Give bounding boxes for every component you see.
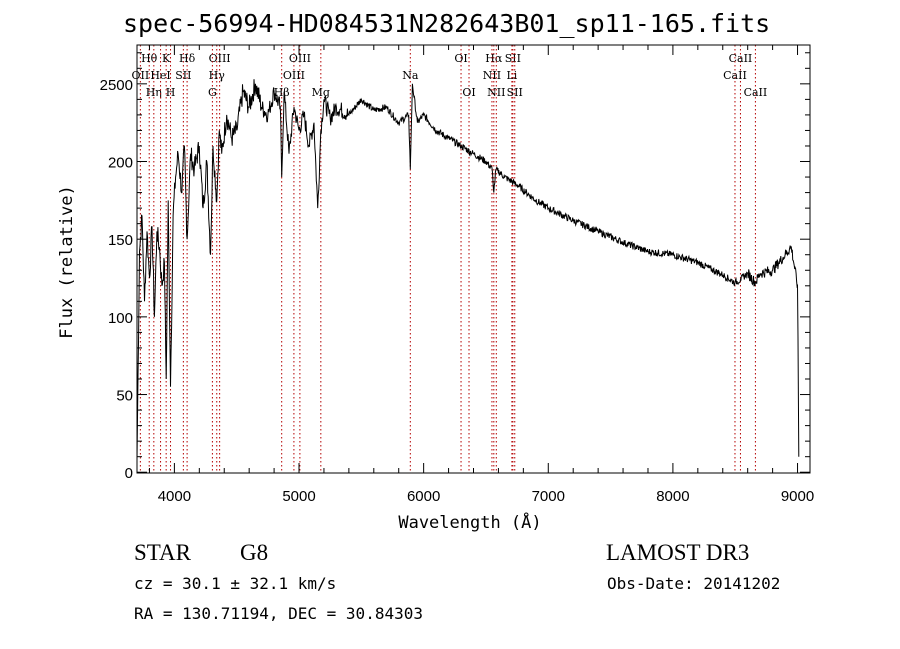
- line-marker-label: Hδ: [179, 52, 196, 65]
- x-tick-label: 4000: [158, 488, 191, 505]
- y-axis-label: Flux (relative): [57, 185, 77, 339]
- line-marker-label: SII: [505, 52, 521, 65]
- line-marker-label: Hγ: [209, 69, 226, 82]
- line-marker-label: H: [166, 86, 176, 99]
- object-class: STAR: [134, 540, 191, 565]
- line-marker-label: K: [162, 52, 171, 65]
- line-marker-label: Hα: [485, 52, 503, 65]
- x-tick-label: 5000: [282, 488, 315, 505]
- line-marker-label: SII: [507, 86, 523, 99]
- line-marker-label: CaII: [729, 52, 753, 65]
- y-tick-label: 50: [116, 388, 133, 405]
- y-tick-label: 150: [108, 232, 133, 249]
- chart-title: spec-56994-HD084531N282643B01_sp11-165.f…: [123, 9, 771, 38]
- line-marker-label: OIII: [209, 52, 231, 65]
- line-marker-label: HeI: [150, 69, 170, 82]
- line-marker-label: OII: [132, 69, 150, 82]
- y-tick-label: 200: [108, 155, 133, 172]
- y-tick-label: 0: [125, 465, 133, 482]
- survey-name: LAMOST DR3: [606, 540, 750, 565]
- line-marker-label: CaII: [723, 69, 747, 82]
- redshift-cz: cz = 30.1 ± 32.1 km/s: [134, 574, 337, 593]
- axis-ticks: 4000 5000 6000 7000 8000 9000 0 50 100 150 200 2500: [100, 45, 814, 505]
- spectral-subclass: G8: [240, 540, 269, 565]
- line-marker-label: NII: [483, 69, 501, 82]
- line-marker-label: CaII: [744, 86, 768, 99]
- x-tick-label: 9000: [781, 488, 814, 505]
- x-axis-label: Wavelength (Å): [398, 511, 541, 533]
- line-marker-label: SII: [175, 69, 191, 82]
- line-marker-label: NII: [487, 86, 505, 99]
- x-tick-label: 7000: [532, 488, 565, 505]
- y-tick-label: 100: [108, 310, 133, 327]
- line-marker-label: Hθ: [141, 52, 158, 65]
- line-marker-label: Li: [506, 69, 517, 82]
- line-marker-label: OI: [462, 86, 475, 99]
- line-marker-label: Mg: [312, 86, 330, 99]
- line-marker-label: OIII: [283, 69, 305, 82]
- line-marker-label: OI: [454, 52, 467, 65]
- line-marker-label: Hβ: [274, 86, 290, 99]
- line-marker-label: OIII: [289, 52, 311, 65]
- spectral-line-markers: Hθ OII Hη HeI K H SII Hδ OIII Hγ G Hβ OIII OIII Mg Na OI…: [132, 45, 768, 473]
- coordinates: RA = 130.71194, DEC = 30.84303: [134, 604, 423, 623]
- plot-frame: [136, 44, 811, 474]
- line-marker-label: Hη: [146, 86, 162, 99]
- line-marker-label: G: [208, 86, 217, 99]
- y-tick-label: 2500: [100, 77, 133, 94]
- observation-date: Obs-Date: 20141202: [607, 574, 781, 593]
- x-tick-label: 6000: [407, 488, 440, 505]
- spectrum-line: [136, 79, 800, 460]
- line-marker-label: Na: [402, 69, 419, 82]
- x-tick-label: 8000: [656, 488, 689, 505]
